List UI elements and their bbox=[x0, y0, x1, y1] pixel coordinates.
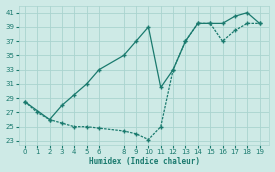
X-axis label: Humidex (Indice chaleur): Humidex (Indice chaleur) bbox=[89, 157, 200, 166]
